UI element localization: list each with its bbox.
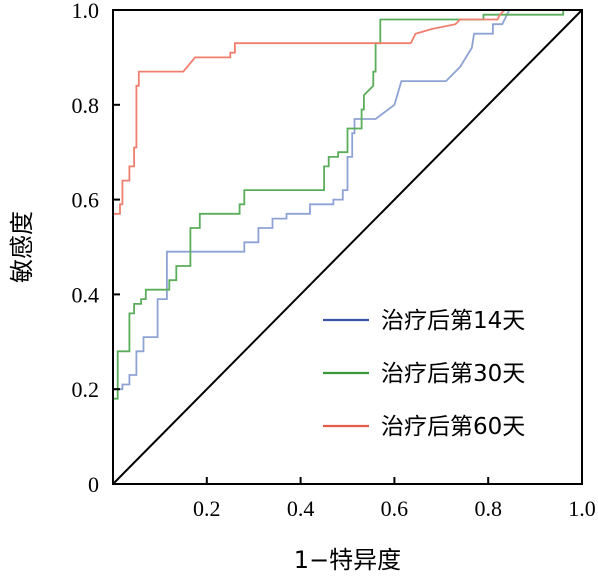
y-tick-label: 0.8 [72, 93, 100, 118]
axis-ticks: 0.2 0.4 0.6 0.8 1.0 0 0.2 0.4 0.6 0.8 1.0 [72, 0, 596, 521]
series-line-3 [113, 9, 578, 215]
x-tick-label: 0.6 [381, 496, 409, 521]
x-tick-label: 0.8 [474, 496, 502, 521]
series-line-2 [113, 9, 578, 400]
y-tick-label: 0 [88, 472, 99, 497]
y-axis-label: 敏感度 [8, 211, 36, 283]
y-tick-label: 0.6 [72, 188, 100, 213]
legend-label-3: 治疗后第60天 [381, 414, 525, 440]
x-axis-label: 1−特异度 [294, 546, 401, 574]
plot-frame [112, 9, 583, 485]
y-tick-label: 1.0 [72, 0, 100, 23]
y-tick-label: 0.4 [72, 282, 100, 307]
legend-label-1: 治疗后第14天 [381, 308, 525, 334]
reference-diagonal-line [112, 9, 583, 485]
y-tick-label: 0.2 [72, 377, 100, 402]
x-tick-label: 0.4 [287, 496, 315, 521]
series-line-1 [113, 9, 578, 391]
x-tick-label: 1.0 [568, 496, 596, 521]
x-tick-label: 0.2 [193, 496, 221, 521]
legend-label-2: 治疗后第30天 [381, 361, 525, 387]
plot-lines [112, 9, 583, 485]
